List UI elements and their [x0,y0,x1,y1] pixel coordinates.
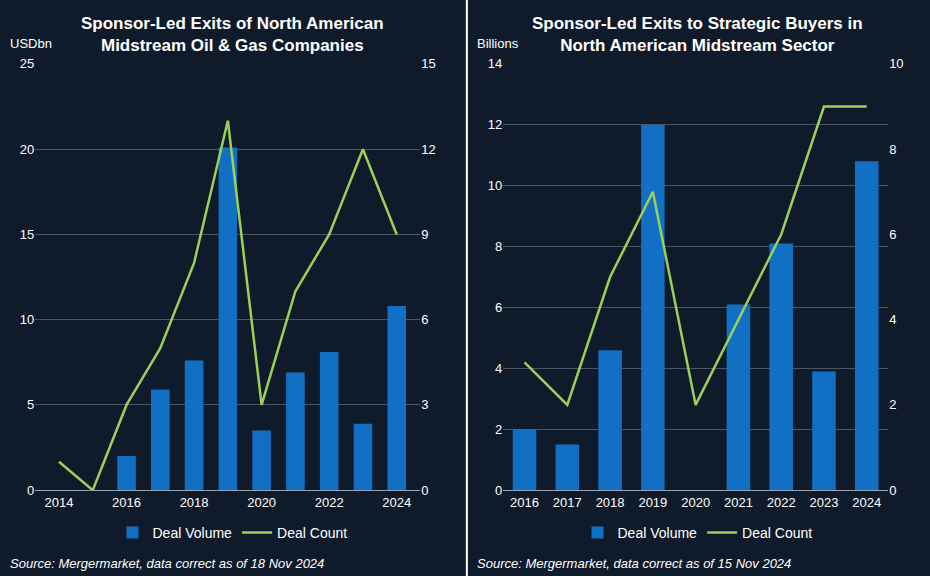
svg-text:USDbn: USDbn [10,36,52,51]
svg-text:15: 15 [20,227,34,242]
svg-text:Source: Mergermarket, data cor: Source: Mergermarket, data correct as of… [477,556,791,571]
svg-text:2020: 2020 [247,495,276,510]
svg-text:2019: 2019 [638,495,667,510]
svg-text:2024: 2024 [852,495,881,510]
svg-text:Sponsor-Led Exits of North Ame: Sponsor-Led Exits of North AmericanMidst… [81,14,384,55]
svg-text:20: 20 [20,142,34,157]
svg-text:Source: Mergermarket, data cor: Source: Mergermarket, data correct as of… [10,556,324,571]
svg-text:14: 14 [488,56,502,71]
svg-text:Deal Count: Deal Count [277,525,347,541]
svg-text:25: 25 [20,56,34,71]
svg-text:0: 0 [27,483,34,498]
svg-text:2016: 2016 [510,495,539,510]
svg-text:2023: 2023 [810,495,839,510]
svg-text:4: 4 [495,361,502,376]
svg-text:6: 6 [421,312,428,327]
svg-text:12: 12 [421,142,435,157]
svg-text:2017: 2017 [553,495,582,510]
svg-text:10: 10 [20,312,34,327]
svg-text:2: 2 [889,397,896,412]
svg-text:8: 8 [889,142,896,157]
svg-text:2022: 2022 [315,495,344,510]
svg-text:6: 6 [495,300,502,315]
svg-text:8: 8 [495,239,502,254]
svg-text:15: 15 [421,56,435,71]
svg-text:2024: 2024 [382,495,411,510]
svg-text:2018: 2018 [596,495,625,510]
svg-text:Billions: Billions [477,36,519,51]
svg-text:Deal Volume: Deal Volume [153,525,233,541]
svg-text:2021: 2021 [724,495,753,510]
svg-text:0: 0 [421,483,428,498]
svg-text:Sponsor-Led Exits to Strategic: Sponsor-Led Exits to Strategic Buyers in… [532,14,863,55]
svg-text:3: 3 [421,397,428,412]
svg-text:2014: 2014 [45,495,74,510]
svg-text:Deal Volume: Deal Volume [618,525,698,541]
svg-text:2018: 2018 [180,495,209,510]
svg-text:12: 12 [488,117,502,132]
svg-text:10: 10 [488,178,502,193]
svg-text:4: 4 [889,312,896,327]
svg-text:9: 9 [421,227,428,242]
svg-text:Deal Count: Deal Count [742,525,812,541]
svg-text:0: 0 [495,483,502,498]
svg-text:10: 10 [889,56,903,71]
svg-text:6: 6 [889,227,896,242]
svg-text:5: 5 [27,397,34,412]
svg-text:2022: 2022 [767,495,796,510]
svg-text:2: 2 [495,422,502,437]
svg-text:0: 0 [889,483,896,498]
svg-text:2020: 2020 [681,495,710,510]
svg-text:2016: 2016 [112,495,141,510]
